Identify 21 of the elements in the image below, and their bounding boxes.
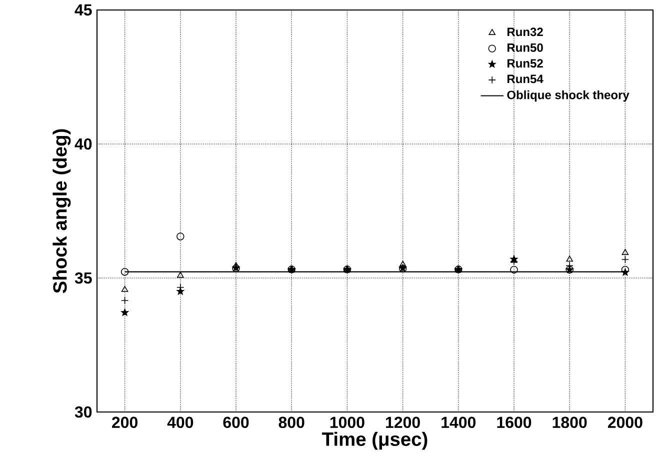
x-tick-label: 1400 [442,416,476,428]
y-axis-title: Shock angle (deg) [52,129,71,294]
x-tick-label: 200 [112,416,138,428]
y-tick-label: 35 [74,272,92,284]
x-tick-label: 800 [278,416,304,428]
y-tick-label: 45 [74,4,92,16]
y-tick-label: 40 [74,138,92,150]
y-tick-label: 30 [74,406,92,418]
x-tick-label: 2000 [608,416,642,428]
x-tick-label: 1800 [552,416,587,428]
legend-label: Run54 [507,74,544,84]
legend-label: Oblique shock theory [507,90,630,102]
x-tick-label: 1600 [497,416,532,428]
x-tick-label: 1200 [386,416,420,428]
x-axis-title: Time (μsec) [322,432,428,450]
x-tick-label: 1000 [330,416,364,428]
x-tick-label: 400 [167,416,194,428]
legend-label: Run52 [507,59,543,68]
legend-label: Run32 [507,28,543,36]
legend-label: Run50 [507,43,543,52]
x-tick-label: 600 [223,416,249,428]
